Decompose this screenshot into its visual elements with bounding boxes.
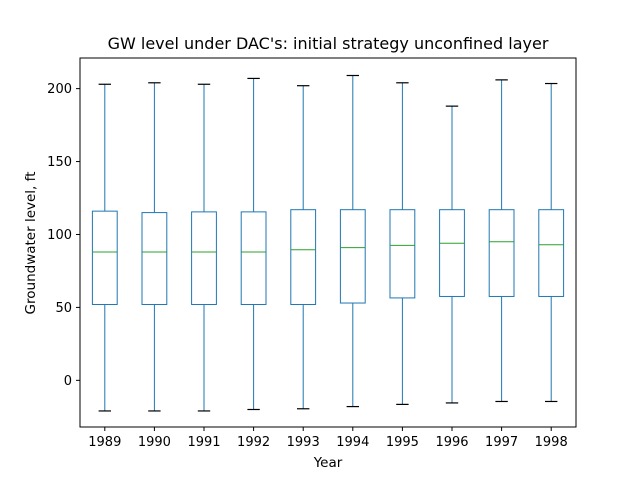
box-1992 <box>240 77 267 411</box>
box-1994 <box>339 74 366 408</box>
iqr-box <box>389 209 416 299</box>
iqr-box <box>439 209 465 297</box>
x-tick-label: 1992 <box>237 435 270 450</box>
y-tick-label: 0 <box>64 374 72 389</box>
y-tick-label: 150 <box>47 155 72 170</box>
y-axis-ticks: 0 50 100 150 200 <box>47 82 80 389</box>
iqr-box <box>141 212 168 305</box>
iqr-box <box>290 209 317 305</box>
x-tick-label: 1991 <box>187 435 220 450</box>
chart-title: GW level under DAC's: initial strategy u… <box>108 34 549 53</box>
box-1997 <box>488 79 515 403</box>
x-axis-label: Year <box>313 455 343 471</box>
iqr-box <box>191 211 217 305</box>
x-tick-label: 1989 <box>88 435 121 450</box>
x-tick-label: 1997 <box>485 435 518 450</box>
iqr-box <box>91 210 118 305</box>
y-tick-label: 100 <box>47 228 72 243</box>
x-tick-label: 1993 <box>287 435 320 450</box>
box-1991 <box>191 83 217 412</box>
box-1989 <box>91 83 118 412</box>
box-1996 <box>439 105 465 404</box>
y-tick-label: 50 <box>55 301 72 316</box>
iqr-box <box>240 211 267 305</box>
y-tick-label: 200 <box>47 82 72 97</box>
box-1993 <box>290 85 317 410</box>
x-tick-label: 1994 <box>336 435 369 450</box>
y-axis-label: Groundwater level, ft <box>23 172 39 315</box>
box-1995 <box>389 82 416 405</box>
plot-frame <box>79 57 577 428</box>
x-axis-ticks: 1989 1990 1991 1992 1993 1994 1995 1996 1997 1998 <box>88 427 568 450</box>
x-tick-label: 1998 <box>535 435 568 450</box>
x-tick-label: 1995 <box>386 435 419 450</box>
boxes-layer <box>91 74 565 412</box>
box-1998 <box>538 82 565 403</box>
x-tick-label: 1990 <box>138 435 171 450</box>
iqr-box <box>488 209 515 297</box>
box-1990 <box>141 82 168 412</box>
x-tick-label: 1996 <box>435 435 468 450</box>
iqr-box <box>339 209 366 304</box>
iqr-box <box>538 209 565 297</box>
